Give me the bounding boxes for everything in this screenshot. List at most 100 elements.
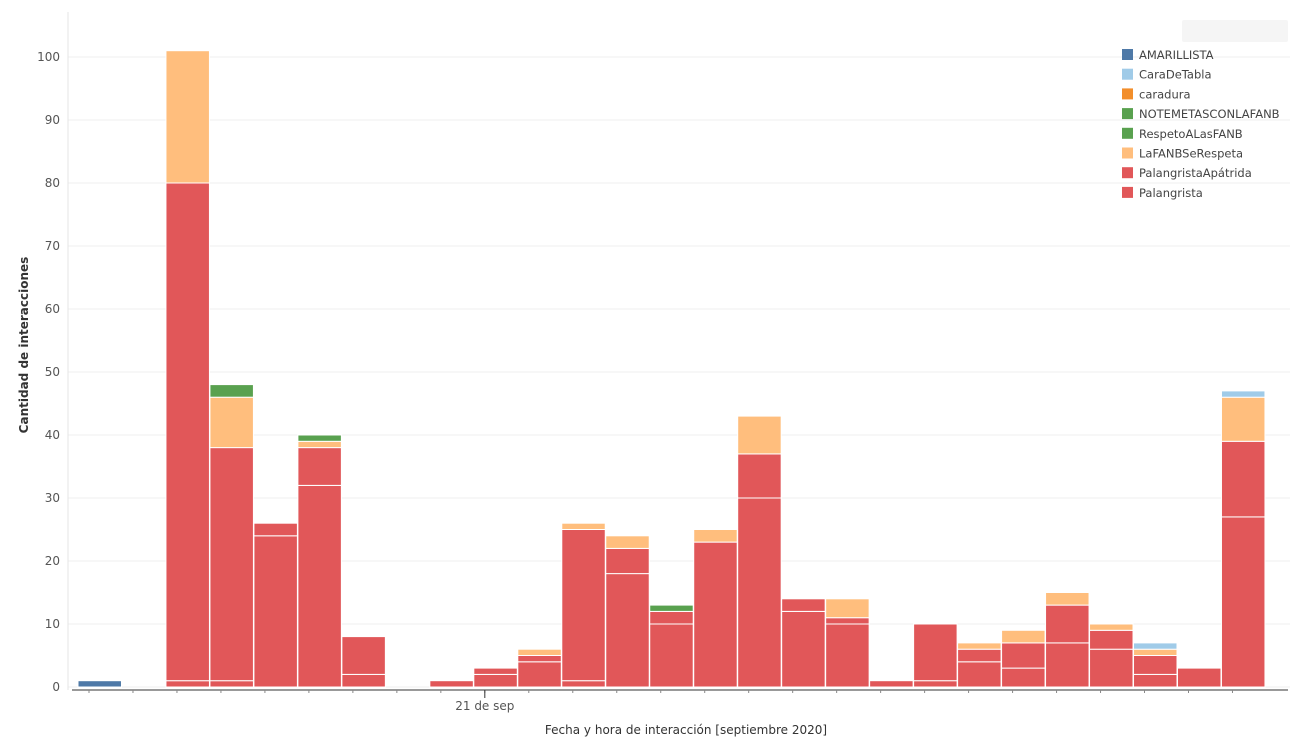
legend[interactable]: AMARILLISTA CaraDeTabla caradura NOTEMETASC… — [1122, 20, 1288, 200]
bar-segment-palangristaapátrida[interactable] — [1133, 655, 1178, 675]
bar-segment-palangrista[interactable] — [737, 497, 782, 688]
bar-segment-lafanbserespeta[interactable] — [605, 535, 650, 549]
bar-segment-palangristaapátrida[interactable] — [737, 453, 782, 499]
y-axis: 0 10 20 30 40 50 60 70 80 90 100 — [37, 12, 69, 694]
bar-segment-palangrista[interactable] — [825, 623, 870, 688]
bar-segment-palangrista[interactable] — [957, 661, 1002, 688]
bar-segment-palangrista[interactable] — [649, 623, 694, 688]
bar-segment-palangristaapátrida[interactable] — [341, 636, 386, 675]
legend-swatch-respetoalasfanb — [1122, 127, 1133, 139]
legend-label-palangristaapátrida: PalangristaApátrida — [1139, 166, 1252, 180]
bar-segment-palangristaapátrida[interactable] — [1089, 629, 1134, 650]
bar-segment-palangrista[interactable] — [429, 680, 474, 688]
legend-swatch-amarillista — [1122, 49, 1133, 60]
bar-segment-lafanbserespeta[interactable] — [1133, 648, 1178, 657]
bar-segment-palangristaapátrida[interactable] — [605, 547, 650, 575]
bar-segment-lafanbserespeta[interactable] — [561, 522, 606, 531]
x-tick-label: 21 de sep — [455, 699, 514, 713]
legend-header — [1182, 20, 1288, 42]
bar-segment-palangristaapátrida[interactable] — [781, 598, 826, 612]
bar-segment-palangristaapátrida[interactable] — [561, 529, 606, 682]
bar-segment-lafanbserespeta[interactable] — [517, 648, 562, 657]
bar-segment-respetoalasfanb[interactable] — [209, 384, 254, 398]
bar-segment-lafanbserespeta[interactable] — [1045, 592, 1090, 606]
bar-segment-respetoalasfanb[interactable] — [649, 604, 694, 612]
bar-segment-palangristaapátrida[interactable] — [913, 623, 958, 682]
bar-segment-palangristaapátrida[interactable] — [825, 617, 870, 625]
bar-segment-palangrista[interactable] — [209, 680, 254, 688]
bar-segment-palangrista[interactable] — [1133, 673, 1178, 688]
legend-swatch-lafanbserespeta — [1122, 147, 1133, 159]
y-tick-label: 20 — [45, 554, 60, 568]
y-axis-title: Cantidad de interacciones — [17, 257, 31, 434]
bar-segment-lafanbserespeta[interactable] — [957, 642, 1002, 650]
bar-segment-lafanbserespeta[interactable] — [297, 440, 342, 449]
legend-label-respetoalasfanb: RespetoALasFANB — [1139, 127, 1243, 141]
bar-segment-lafanbserespeta[interactable] — [165, 50, 210, 184]
bar-segment-palangrista[interactable] — [517, 661, 562, 688]
bar-segment-palangristaapátrida[interactable] — [165, 182, 210, 682]
bar-segment-lafanbserespeta[interactable] — [737, 415, 782, 455]
bar-segment-lafanbserespeta[interactable] — [1220, 396, 1266, 442]
bar-segment-palangrista[interactable] — [1001, 667, 1046, 688]
y-tick-label: 60 — [45, 302, 60, 316]
bar-segment-respetoalasfanb[interactable] — [297, 434, 342, 442]
bar-segment-palangristaapátrida[interactable] — [253, 522, 298, 537]
bar-segment-palangrista[interactable] — [561, 680, 606, 688]
bar-segment-palangristaapátrida[interactable] — [1001, 642, 1046, 669]
bar-segment-palangrista[interactable] — [1177, 667, 1222, 688]
bar-segment-palangrista[interactable] — [1089, 648, 1134, 688]
bar-segment-palangrista[interactable] — [869, 680, 914, 688]
legend-swatch-palangrista — [1122, 186, 1133, 198]
bar-segment-palangrista[interactable] — [693, 541, 738, 688]
bar-segment-palangristaapátrida[interactable] — [1220, 440, 1266, 518]
bar-segment-lafanbserespeta[interactable] — [825, 598, 870, 619]
bar-segment-amarillista[interactable] — [77, 680, 122, 688]
bars — [77, 50, 1266, 688]
legend-label-lafanbserespeta: LaFANBSeRespeta — [1139, 147, 1243, 161]
bar-segment-lafanbserespeta[interactable] — [693, 529, 738, 543]
y-tick-label: 40 — [45, 428, 60, 442]
bar-segment-palangrista[interactable] — [1045, 642, 1090, 688]
y-tick-label: 100 — [37, 50, 60, 64]
bar-segment-lafanbserespeta[interactable] — [1001, 629, 1046, 644]
x-axis-title: Fecha y hora de interacción [septiembre … — [545, 723, 827, 737]
y-tick-label: 90 — [45, 113, 60, 127]
legend-swatch-caradura — [1122, 88, 1133, 100]
y-tick-label: 0 — [52, 680, 60, 694]
bar-segment-palangrista[interactable] — [253, 535, 298, 688]
bar-segment-palangrista[interactable] — [297, 484, 342, 688]
bar-segment-palangrista[interactable] — [341, 673, 386, 688]
bar-segment-palangristaapátrida[interactable] — [209, 447, 254, 682]
bar-segment-palangrista[interactable] — [605, 573, 650, 688]
bar-segment-caradetabla[interactable] — [1133, 642, 1178, 650]
bar-segment-palangrista[interactable] — [473, 673, 518, 688]
legend-label-caradura: caradura — [1139, 87, 1191, 101]
x-axis: 21 de sep — [72, 689, 1288, 713]
bar-segment-palangrista[interactable] — [781, 610, 826, 688]
legend-swatch-palangristaapátrida — [1122, 167, 1133, 179]
legend-label-amarillista: AMARILLISTA — [1139, 48, 1214, 62]
bar-segment-palangristaapátrida[interactable] — [957, 648, 1002, 663]
legend-label-palangrista: Palangrista — [1139, 186, 1203, 200]
bar-segment-palangrista[interactable] — [913, 680, 958, 688]
bar-segment-palangrista[interactable] — [1220, 516, 1266, 688]
bar-segment-palangristaapátrida[interactable] — [1045, 604, 1090, 644]
bar-segment-lafanbserespeta[interactable] — [209, 396, 254, 449]
y-tick-label: 50 — [45, 365, 60, 379]
y-tick-label: 30 — [45, 491, 60, 505]
bar-segment-palangrista[interactable] — [165, 680, 210, 688]
y-tick-label: 80 — [45, 176, 60, 190]
bar-segment-palangristaapátrida[interactable] — [649, 610, 694, 625]
y-tick-label: 10 — [45, 617, 60, 631]
y-tick-label: 70 — [45, 239, 60, 253]
bar-segment-palangristaapátrida[interactable] — [473, 667, 518, 675]
legend-swatch-notemetasconlafanb — [1122, 108, 1133, 120]
bar-segment-lafanbserespeta[interactable] — [1089, 623, 1134, 631]
bar-segment-palangristaapátrida[interactable] — [297, 447, 342, 486]
bar-segment-caradetabla[interactable] — [1220, 390, 1266, 398]
bar-segment-palangristaapátrida[interactable] — [517, 655, 562, 663]
legend-label-caradetabla: CaraDeTabla — [1139, 68, 1212, 82]
legend-swatch-caradetabla — [1122, 68, 1133, 80]
